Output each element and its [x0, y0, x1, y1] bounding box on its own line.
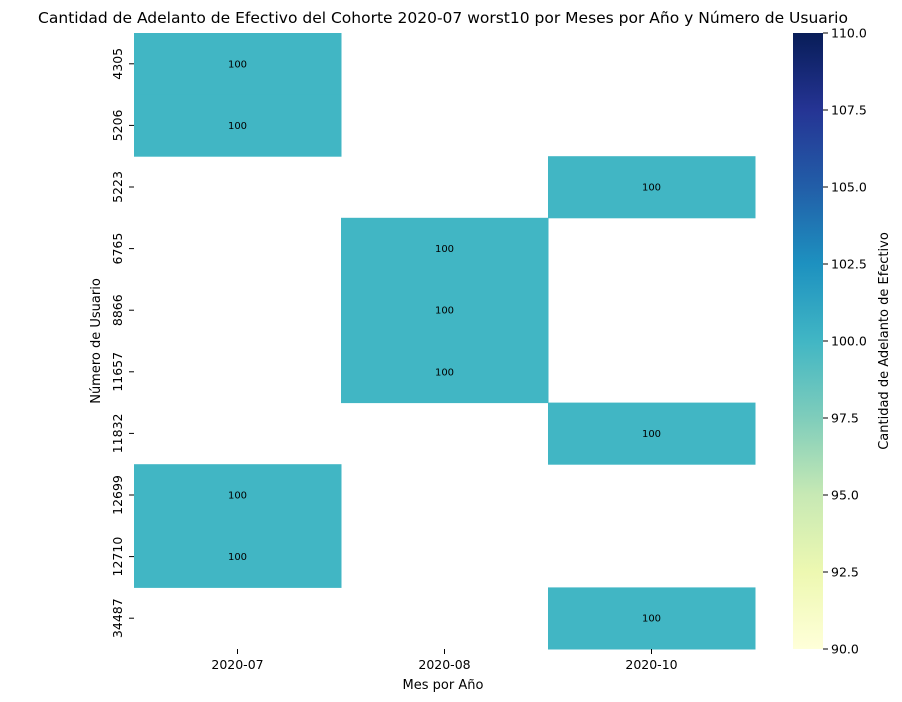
cell-value-label: 100	[435, 244, 454, 255]
cell-value-label: 100	[228, 121, 247, 132]
cell-value-label: 100	[642, 429, 661, 440]
heatmap-cell	[134, 94, 342, 157]
y-axis: 4305 5206 5223 6765 8866 11657 11832 12699 12710…	[110, 48, 134, 638]
x-axis: 2020-07 2020-08 2020-10	[211, 649, 678, 672]
heatmap-cell	[341, 217, 549, 280]
colorbar-tick-label: 110.0	[831, 26, 867, 41]
colorbar-gradient	[793, 33, 823, 649]
y-tick-label: 5223	[110, 171, 125, 203]
y-tick-label: 12710	[110, 537, 125, 577]
colorbar-tick-label: 107.5	[831, 103, 867, 118]
heatmap-cell	[134, 464, 342, 527]
x-tick-label: 2020-08	[418, 657, 470, 672]
heatmap-cell	[548, 156, 756, 219]
heatmap-cell	[341, 279, 549, 342]
colorbar-ticks: 90.0 92.5 95.0 97.5 100.0 102.5 105.0 107.5 110.…	[823, 26, 867, 657]
heatmap-cell	[341, 341, 549, 404]
cell-value-label: 100	[642, 614, 661, 625]
cell-value-label: 100	[435, 306, 454, 317]
x-tick-label: 2020-07	[211, 657, 263, 672]
colorbar-tick-label: 95.0	[831, 488, 859, 503]
cell-value-label: 100	[228, 552, 247, 563]
colorbar-tick-label: 105.0	[831, 180, 867, 195]
y-tick-label: 12699	[110, 475, 125, 515]
colorbar-tick-label: 100.0	[831, 334, 867, 349]
cell-value-label: 100	[642, 183, 661, 194]
y-tick-label: 6765	[110, 233, 125, 265]
heatmap-cell	[134, 525, 342, 588]
y-tick-label: 8866	[110, 294, 125, 326]
colorbar-tick-label: 92.5	[831, 565, 859, 580]
y-tick-label: 11657	[110, 352, 125, 392]
colorbar-tick-label: 90.0	[831, 642, 859, 657]
colorbar: 90.0 92.5 95.0 97.5 100.0 102.5 105.0 107.5 110.…	[793, 26, 892, 657]
cell-value-label: 100	[228, 59, 247, 70]
heatmap-cell	[548, 402, 756, 465]
heatmap-cell	[134, 33, 342, 96]
heatmap-cells	[134, 33, 756, 650]
y-tick-label: 4305	[110, 48, 125, 80]
colorbar-tick-label: 102.5	[831, 257, 867, 272]
x-axis-label: Mes por Año	[403, 678, 484, 693]
cell-value-label: 100	[435, 367, 454, 378]
x-tick-label: 2020-10	[625, 657, 677, 672]
y-tick-label: 5206	[110, 109, 125, 141]
colorbar-label: Cantidad de Adelanto de Efectivo	[877, 232, 892, 450]
heatmap-cell	[548, 587, 756, 650]
y-tick-label: 34487	[110, 598, 125, 638]
y-axis-label: Número de Usuario	[89, 278, 104, 404]
y-tick-label: 11832	[110, 414, 125, 454]
cell-value-label: 100	[228, 491, 247, 502]
chart-title: Cantidad de Adelanto de Efectivo del Coh…	[38, 9, 848, 27]
cell-annotations: 100 100 100 100 100 100 100 100 100 100	[228, 59, 661, 624]
colorbar-tick-label: 97.5	[831, 411, 859, 426]
